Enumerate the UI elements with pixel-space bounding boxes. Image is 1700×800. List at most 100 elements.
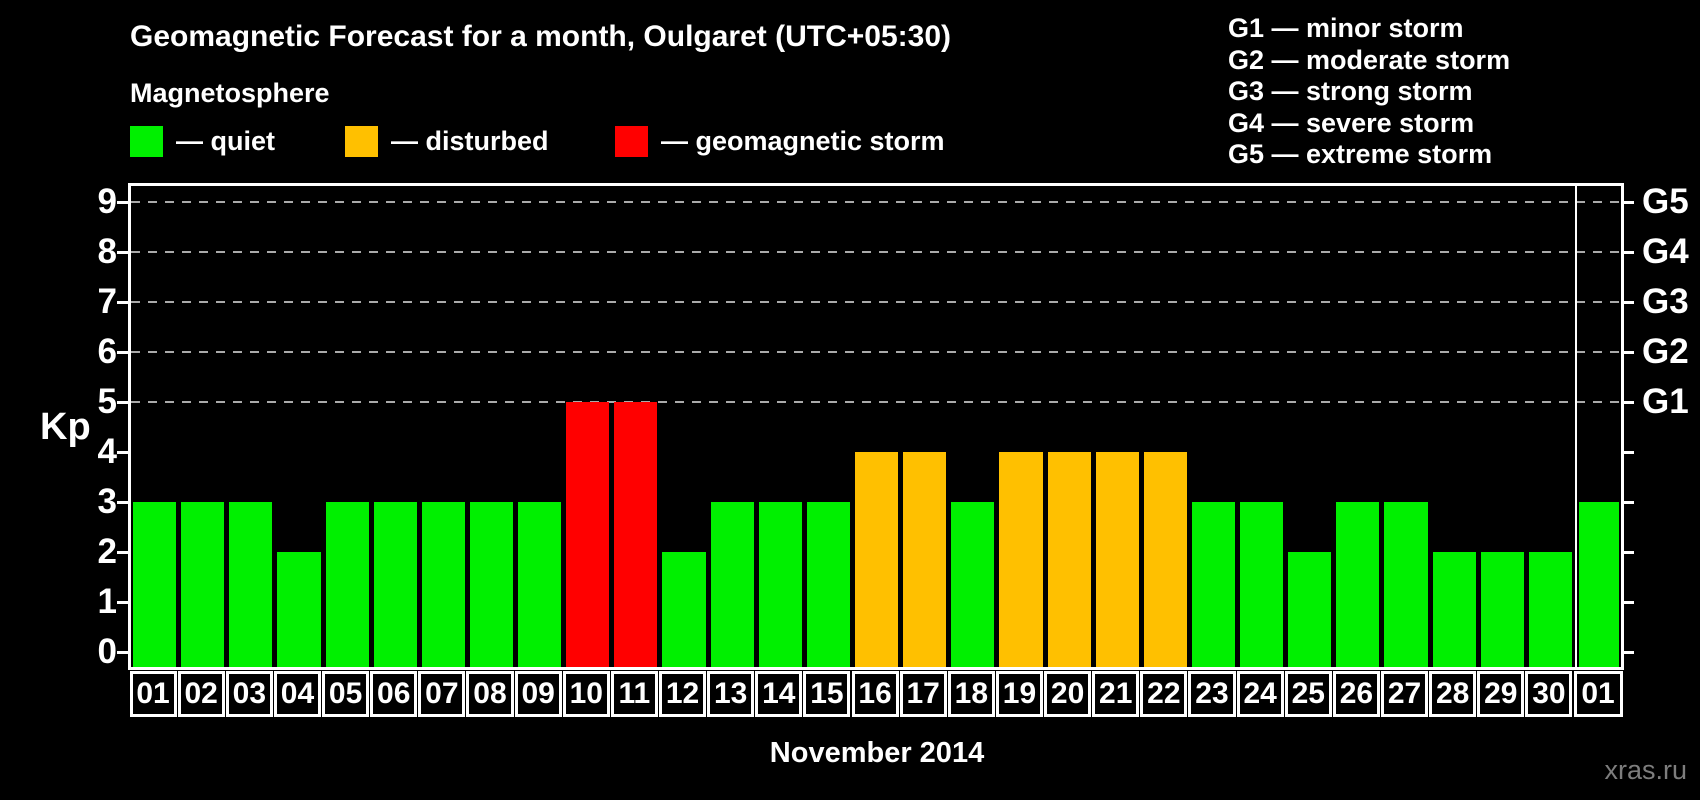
g-legend-line: G4 — severe storm	[1228, 107, 1475, 138]
bar-day-10	[566, 402, 610, 667]
right-tick-3	[1622, 501, 1634, 504]
month-separator-line	[1575, 186, 1577, 667]
legend-label-storm: — geomagnetic storm	[661, 126, 945, 156]
bar-day-05	[325, 502, 369, 667]
y-tick-label-4: 4	[97, 432, 117, 471]
bar-day-14	[758, 502, 802, 667]
bar-day-22	[1143, 452, 1187, 667]
day-label-05: 05	[322, 671, 370, 717]
bar-day-20	[1047, 452, 1091, 667]
g-legend-line: G3 — strong storm	[1228, 76, 1473, 106]
bar-day-15	[806, 502, 850, 667]
bar-day-04	[277, 552, 321, 667]
day-label-19: 19	[995, 671, 1044, 717]
watermark: xras.ru	[1604, 755, 1687, 785]
y-tick-3	[117, 501, 129, 504]
right-tick-8	[1622, 251, 1634, 254]
day-label-01: 01	[129, 671, 177, 717]
legend-swatch-quiet	[130, 126, 163, 157]
bar-day-25	[1288, 552, 1332, 667]
gridline-kp5	[131, 401, 1621, 403]
right-tick-4	[1622, 451, 1634, 454]
y-tick-label-3: 3	[97, 482, 117, 521]
day-label-26: 26	[1332, 671, 1380, 717]
bar-day-30	[1528, 552, 1572, 667]
bar-day-23	[1191, 502, 1236, 667]
day-label-16: 16	[851, 671, 899, 717]
day-label-24: 24	[1236, 671, 1284, 717]
y-tick-label-5: 5	[97, 382, 117, 421]
y-tick-7	[117, 301, 129, 304]
legend-swatch-storm	[615, 126, 648, 157]
bar-day-18	[951, 502, 995, 667]
y-tick-4	[117, 451, 129, 454]
day-label-15: 15	[803, 671, 851, 717]
day-label-07: 07	[418, 671, 466, 717]
day-label-18: 18	[947, 671, 995, 717]
g-legend-line: G2 — moderate storm	[1228, 44, 1511, 75]
bar-day-24	[1240, 502, 1284, 667]
gridline-kp9	[131, 201, 1621, 203]
y-tick-label-9: 9	[97, 182, 117, 221]
y-tick-label-0: 0	[97, 632, 117, 671]
chart-title: Geomagnetic Forecast for a month, Oulgar…	[130, 20, 952, 53]
day-label-02: 02	[177, 671, 225, 717]
y-tick-5	[117, 401, 129, 404]
bar-day-07	[421, 502, 465, 667]
day-label-14: 14	[755, 671, 803, 717]
bar-day-27	[1384, 502, 1428, 667]
day-label-11: 11	[610, 671, 658, 717]
day-label-08: 08	[466, 671, 514, 717]
bar-day-02	[181, 502, 225, 667]
y-tick-9	[117, 201, 129, 204]
bar-day-08	[469, 502, 514, 667]
g-legend-line: G5 — extreme storm	[1228, 139, 1493, 169]
g-axis-label-G3: G3	[1642, 282, 1689, 321]
bar-day-29	[1480, 552, 1524, 667]
day-label-10: 10	[562, 671, 610, 717]
day-label-28: 28	[1429, 671, 1477, 717]
day-label-04: 04	[273, 671, 322, 717]
legend-label-quiet: — quiet	[176, 126, 275, 156]
y-tick-1	[117, 601, 129, 604]
right-tick-1	[1622, 601, 1634, 604]
y-tick-label-1: 1	[97, 582, 117, 621]
bar-day-17	[903, 452, 947, 667]
bar-day-19	[999, 452, 1043, 667]
bar-day-26	[1336, 502, 1380, 667]
day-label-25: 25	[1284, 671, 1332, 717]
day-label-13: 13	[707, 671, 755, 717]
y-tick-0	[117, 651, 129, 654]
day-label-27: 27	[1380, 671, 1429, 717]
day-label-20: 20	[1044, 671, 1092, 717]
y-tick-6	[117, 351, 129, 354]
bar-day-28	[1432, 552, 1476, 667]
gridline-kp7	[131, 301, 1621, 303]
gridline-kp8	[131, 251, 1621, 253]
right-tick-2	[1622, 551, 1634, 554]
g-axis-label-G2: G2	[1642, 332, 1689, 371]
y-tick-label-7: 7	[97, 282, 117, 321]
g-scale-legend: G1 — minor storm G2 — moderate storm G3 — …	[1228, 13, 1510, 171]
day-label-29: 29	[1477, 671, 1525, 717]
y-axis-label: Kp	[40, 406, 91, 448]
plot-area	[128, 183, 1624, 670]
y-tick-8	[117, 251, 129, 254]
y-tick-label-6: 6	[97, 332, 117, 371]
bar-day-16	[855, 452, 899, 667]
x-axis-label: November 2014	[769, 737, 985, 769]
bar-day-11	[614, 402, 658, 667]
bar-day-09	[518, 502, 562, 667]
day-label-23: 23	[1188, 671, 1236, 717]
g-axis-label-G1: G1	[1642, 382, 1689, 421]
gridline-kp6	[131, 351, 1621, 353]
bar-day-21	[1095, 452, 1139, 667]
y-tick-2	[117, 551, 129, 554]
day-label-09: 09	[514, 671, 562, 717]
right-tick-0	[1622, 651, 1634, 654]
right-tick-6	[1622, 351, 1634, 354]
bar-day-01	[133, 502, 177, 667]
bar-day-13	[710, 502, 754, 667]
y-tick-label-2: 2	[97, 532, 117, 571]
